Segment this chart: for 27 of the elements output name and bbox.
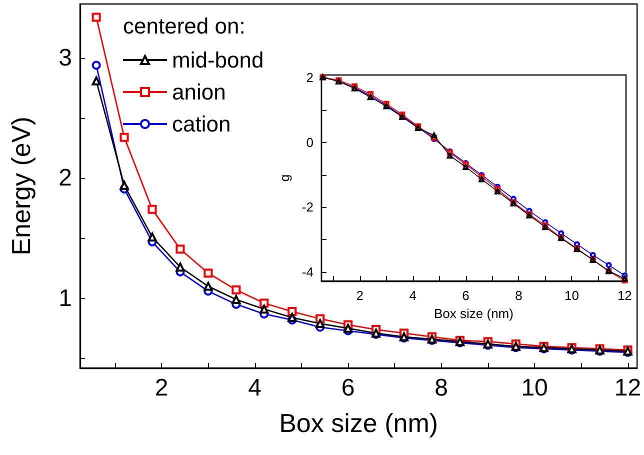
y-tick-label: 2 xyxy=(306,70,314,85)
x-tick-label: 12 xyxy=(614,374,642,402)
legend-label: anion xyxy=(172,80,226,104)
y-tick-label: 2 xyxy=(58,164,72,192)
x-axis-title: Box size (nm) xyxy=(279,408,438,438)
y-tick-label: 0 xyxy=(306,134,314,150)
y-axis-title: g xyxy=(277,174,292,182)
x-tick-label: 2 xyxy=(356,288,364,303)
x-tick-label: 10 xyxy=(564,288,579,303)
x-tick-label: 8 xyxy=(434,374,448,402)
legend-title: centered on: xyxy=(123,14,246,38)
x-tick-label: 4 xyxy=(248,374,262,402)
x-tick-label: 10 xyxy=(521,374,548,402)
legend-label: mid-bond xyxy=(172,48,264,72)
y-tick-label: -2 xyxy=(302,200,314,215)
y-tick-label: 1 xyxy=(58,284,72,312)
y-tick-label: -4 xyxy=(302,264,314,280)
x-tick-label: 6 xyxy=(341,374,355,402)
x-axis-title: Box size (nm) xyxy=(434,306,514,321)
x-tick-label: 4 xyxy=(409,288,416,303)
y-tick-label: 3 xyxy=(58,44,72,72)
x-tick-label: 8 xyxy=(515,288,522,303)
x-tick-label: 12 xyxy=(617,288,632,303)
x-tick-label: 2 xyxy=(154,374,168,402)
legend-label: cation xyxy=(172,112,231,136)
x-tick-label: 6 xyxy=(462,288,470,303)
y-axis-title: Energy (eV) xyxy=(6,116,36,256)
